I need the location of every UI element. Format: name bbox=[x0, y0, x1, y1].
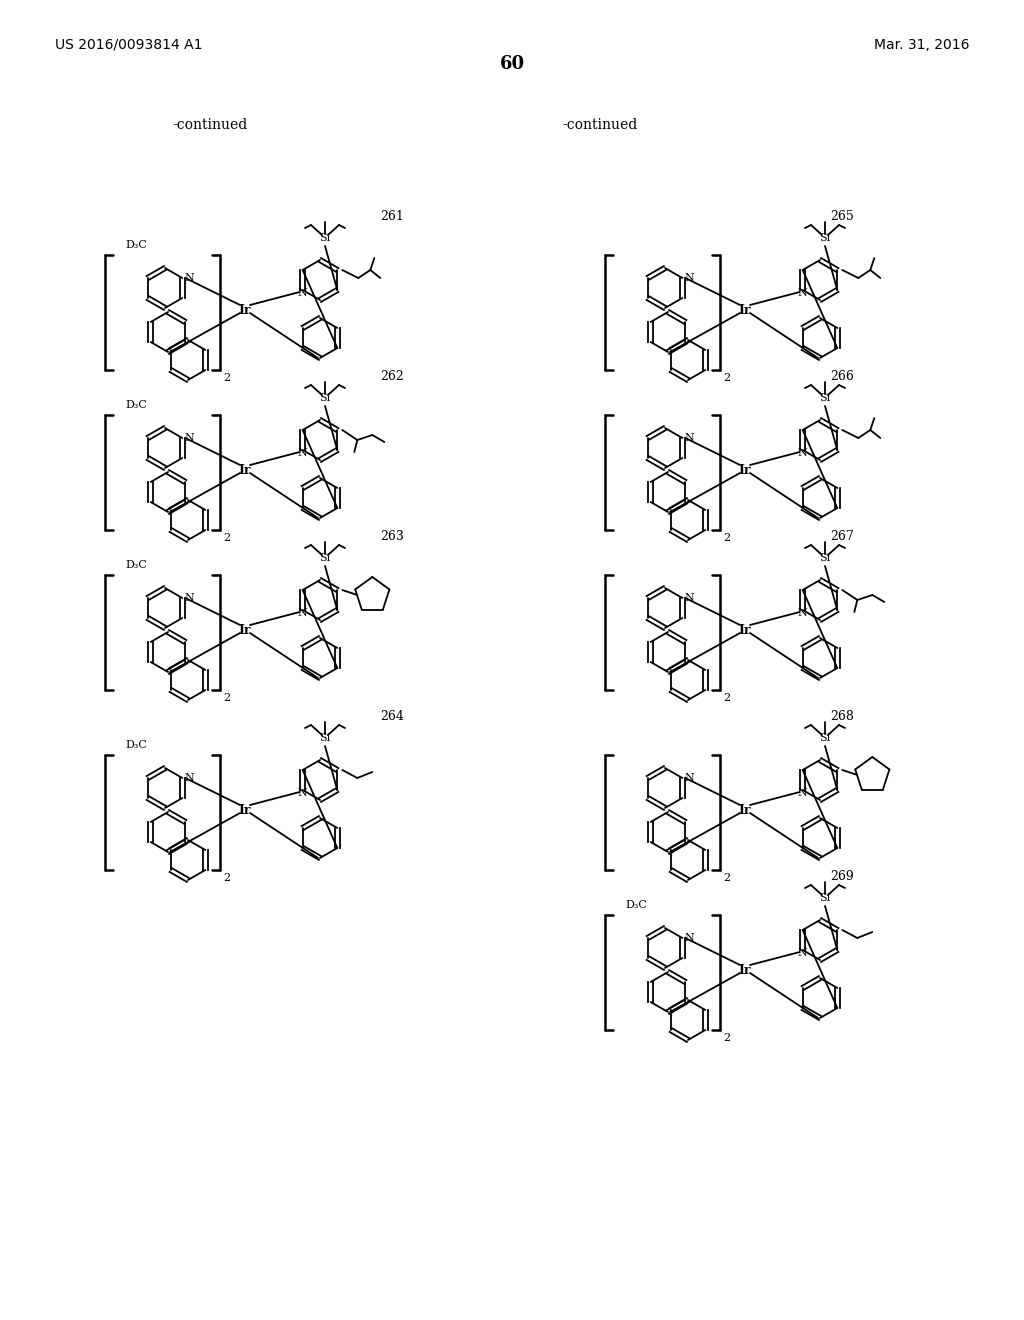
Text: N: N bbox=[684, 933, 694, 942]
Text: 265: 265 bbox=[830, 210, 854, 223]
Text: Mar. 31, 2016: Mar. 31, 2016 bbox=[874, 38, 970, 51]
Text: N: N bbox=[298, 447, 307, 458]
Text: N: N bbox=[184, 273, 195, 282]
Text: Ir: Ir bbox=[239, 304, 251, 317]
Text: 261: 261 bbox=[380, 210, 403, 223]
Text: D₃C: D₃C bbox=[125, 560, 146, 570]
Text: US 2016/0093814 A1: US 2016/0093814 A1 bbox=[55, 38, 203, 51]
Text: Si: Si bbox=[319, 733, 331, 743]
Text: Si: Si bbox=[319, 393, 331, 403]
Text: N: N bbox=[684, 774, 694, 783]
Text: N: N bbox=[184, 774, 195, 783]
Text: 2: 2 bbox=[723, 533, 730, 543]
Text: N: N bbox=[798, 288, 808, 298]
Text: N: N bbox=[298, 788, 307, 799]
Text: -continued: -continued bbox=[172, 117, 248, 132]
Text: 2: 2 bbox=[723, 693, 730, 704]
Text: -continued: -continued bbox=[562, 117, 638, 132]
Text: 268: 268 bbox=[830, 710, 854, 723]
Text: Si: Si bbox=[819, 234, 830, 243]
Text: 2: 2 bbox=[723, 873, 730, 883]
Text: 267: 267 bbox=[830, 531, 854, 543]
Text: N: N bbox=[298, 288, 307, 298]
Text: N: N bbox=[798, 609, 808, 618]
Text: Si: Si bbox=[319, 234, 331, 243]
Text: 264: 264 bbox=[380, 710, 403, 723]
Text: D₃C: D₃C bbox=[125, 240, 146, 249]
Text: D₃C: D₃C bbox=[625, 900, 647, 909]
Text: N: N bbox=[798, 788, 808, 799]
Text: 269: 269 bbox=[830, 870, 854, 883]
Text: N: N bbox=[298, 609, 307, 618]
Text: Si: Si bbox=[819, 733, 830, 743]
Text: Ir: Ir bbox=[239, 804, 251, 817]
Text: Ir: Ir bbox=[239, 623, 251, 636]
Text: N: N bbox=[798, 948, 808, 958]
Text: Ir: Ir bbox=[239, 463, 251, 477]
Text: N: N bbox=[684, 593, 694, 603]
Text: D₃C: D₃C bbox=[125, 400, 146, 411]
Text: 2: 2 bbox=[723, 374, 730, 383]
Text: N: N bbox=[684, 273, 694, 282]
Text: 2: 2 bbox=[223, 873, 230, 883]
Text: Si: Si bbox=[819, 894, 830, 903]
Text: N: N bbox=[184, 433, 195, 444]
Text: Si: Si bbox=[319, 553, 331, 564]
Text: Si: Si bbox=[819, 393, 830, 403]
Text: D₃C: D₃C bbox=[125, 741, 146, 750]
Text: 60: 60 bbox=[500, 55, 524, 73]
Text: Ir: Ir bbox=[738, 964, 752, 977]
Text: N: N bbox=[798, 447, 808, 458]
Text: Ir: Ir bbox=[738, 623, 752, 636]
Text: 266: 266 bbox=[830, 370, 854, 383]
Text: 2: 2 bbox=[223, 533, 230, 543]
Text: Ir: Ir bbox=[738, 463, 752, 477]
Text: Ir: Ir bbox=[738, 304, 752, 317]
Text: 262: 262 bbox=[380, 370, 403, 383]
Text: Si: Si bbox=[819, 553, 830, 564]
Text: Ir: Ir bbox=[738, 804, 752, 817]
Text: N: N bbox=[684, 433, 694, 444]
Text: N: N bbox=[184, 593, 195, 603]
Text: 263: 263 bbox=[380, 531, 403, 543]
Text: 2: 2 bbox=[723, 1034, 730, 1043]
Text: 2: 2 bbox=[223, 374, 230, 383]
Text: 2: 2 bbox=[223, 693, 230, 704]
